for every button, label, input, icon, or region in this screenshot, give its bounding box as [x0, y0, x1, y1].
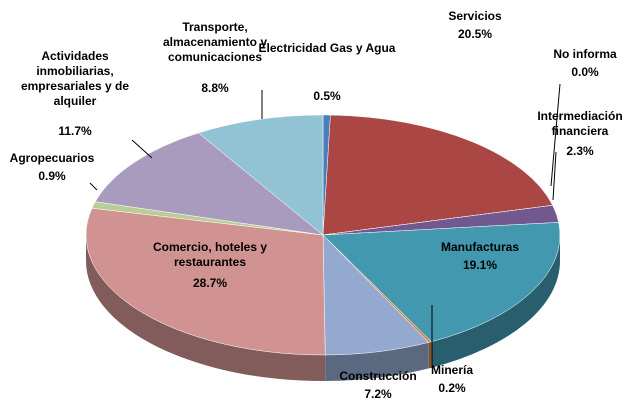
slice: [322, 222, 561, 343]
slice-side: [431, 235, 560, 368]
leader-line: [89, 182, 98, 191]
value-label: 0.2%: [438, 381, 466, 395]
value-label: 2.3%: [566, 144, 594, 158]
category-label: Servicios: [448, 9, 502, 23]
value-label: 20.5%: [457, 27, 493, 41]
value-label: 0.5%: [313, 89, 341, 103]
category-label: No informa: [553, 47, 617, 61]
category-label: Manufacturas: [440, 240, 520, 254]
sides: [85, 235, 560, 381]
category-label: Construcción: [339, 369, 417, 383]
value-label: 0.0%: [571, 65, 599, 79]
category-label: Minería: [430, 363, 473, 377]
category-label: Electricidad Gas y Agua: [258, 41, 396, 55]
value-label: 8.8%: [201, 81, 229, 95]
value-label: 7.2%: [364, 387, 392, 401]
value-label: 0.9%: [38, 169, 66, 183]
slice: [85, 207, 326, 356]
category-label: Agropecuarios: [9, 151, 95, 165]
category-label: Actividades inmobiliarias, empresariales…: [20, 49, 130, 108]
leader-line: [131, 139, 153, 159]
slice-side: [85, 235, 326, 381]
slice-side: [428, 341, 432, 369]
value-label: 19.1%: [462, 258, 498, 272]
value-label: 28.7%: [192, 276, 228, 290]
tops: [85, 114, 561, 356]
category-label: Comercio, hoteles y restaurantes: [152, 240, 268, 269]
slice: [197, 114, 324, 236]
category-label: Intermediación financiera: [537, 109, 623, 138]
slice-side: [325, 342, 429, 381]
leader-line: [552, 151, 557, 201]
leader-line: [550, 83, 561, 187]
value-label: 11.7%: [58, 124, 92, 138]
slice: [94, 132, 324, 236]
slice: [322, 234, 430, 356]
category-label: Transporte, almacenamiento y comunicacio…: [162, 20, 268, 64]
slice: [322, 114, 554, 236]
